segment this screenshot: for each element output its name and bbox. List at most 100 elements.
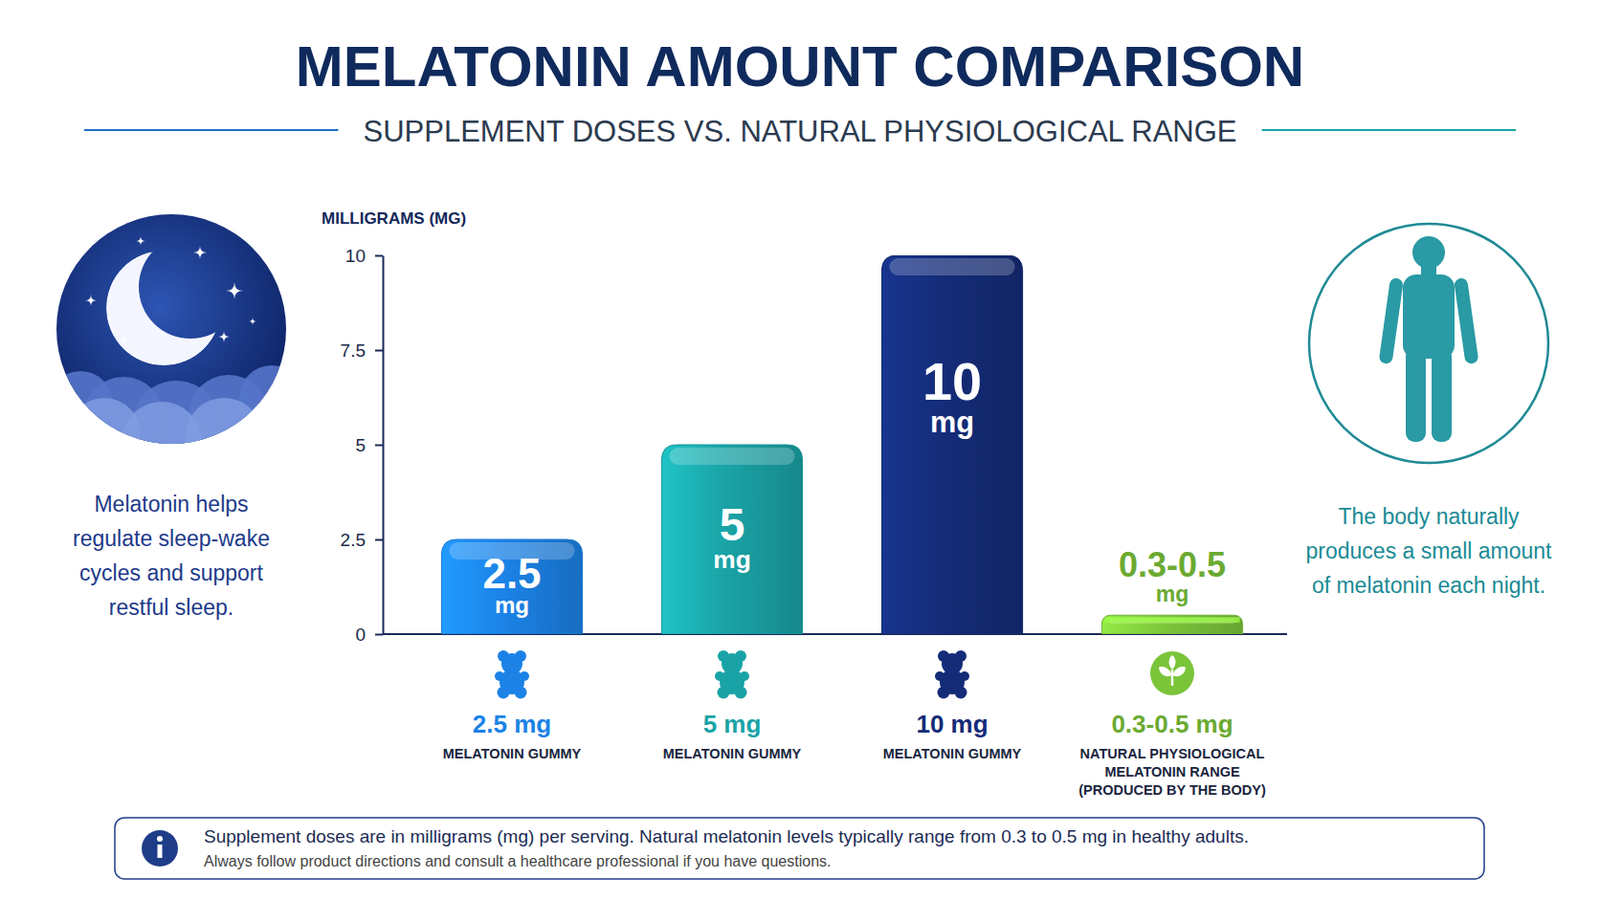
data-label-unit: mg (494, 592, 530, 619)
leaf-stem (1171, 669, 1175, 687)
annotation-left: Melatonin helps regulate sleep-wake cycles… (72, 491, 270, 621)
category-label: MELATONIN GUMMY (663, 746, 802, 762)
disclaimer: Always follow product directions and con… (203, 853, 831, 870)
category-amount: 0.3-0.5 mg (1111, 710, 1233, 739)
y-tick-mark (375, 255, 383, 258)
gummy-icon (494, 650, 530, 700)
y-tick: 10 (345, 245, 383, 267)
category-label: MELATONIN GUMMY (883, 746, 1023, 762)
text-line: Melatonin helps (93, 491, 248, 517)
bar-highlight (888, 258, 1015, 276)
body-arm (1453, 277, 1479, 365)
bar (881, 255, 1023, 635)
category-amount: 10 mg (915, 710, 988, 739)
body-leg (1405, 348, 1426, 443)
leaf (1172, 666, 1186, 677)
data-label: 2.5mg (482, 550, 541, 620)
crescent (106, 250, 222, 366)
bar-highlight (668, 447, 795, 466)
data-labels: 2.5mg5mg10mg0.3-0.5mg (482, 351, 1226, 619)
y-tick-mark (375, 634, 383, 637)
clouds (47, 365, 305, 483)
cloud (185, 398, 263, 475)
cloud (239, 365, 305, 431)
data-label-number: 2.5 (482, 550, 541, 598)
gummy-icon (934, 650, 970, 700)
gummy-part (939, 669, 965, 695)
subtitle-rule (84, 129, 338, 132)
body-leg (1431, 348, 1452, 443)
annotation-right: The body naturally produces a small amoun… (1306, 504, 1554, 599)
gummy-icon (714, 650, 750, 700)
y-tick-label: 10 (345, 245, 366, 267)
gummy-part (719, 669, 745, 695)
y-tick: 5 (355, 435, 383, 456)
star (225, 282, 244, 300)
star (248, 317, 257, 326)
category-amount: 5 mg (703, 710, 762, 739)
y-tick-label: 2.5 (340, 530, 366, 551)
axis-title: MILLIGRAMS (MG) (321, 209, 467, 228)
y-tick-label: 5 (355, 435, 366, 456)
text-line: cycles and support (79, 560, 264, 586)
body-head (1412, 236, 1445, 269)
bar (661, 444, 802, 635)
text-line: of melatonin each night. (1311, 573, 1546, 599)
info-icon (141, 830, 178, 867)
footer-box (114, 818, 1485, 880)
data-label-unit: mg (1155, 581, 1190, 607)
leaf-icon (1150, 651, 1195, 696)
y-tick-mark (375, 350, 383, 353)
leaf (1158, 666, 1173, 677)
note: Supplement doses are in milligrams (mg) … (203, 826, 1249, 847)
star (135, 236, 146, 246)
category-label: NATURAL PHYSIOLOGICAL MELATONIN RANGE (PRO… (1078, 746, 1267, 799)
subtitle: SUPPLEMENT DOSES VS. NATURAL PHYSIOLOGIC… (362, 114, 1237, 149)
body-arm (1378, 277, 1404, 365)
star (193, 245, 207, 260)
data-label-number: 0.3-0.5 (1118, 545, 1226, 585)
text-line: MELATONIN RANGE (1104, 764, 1241, 780)
data-label-unit: mg (712, 545, 752, 575)
text-line: MELATONIN GUMMY (663, 746, 802, 762)
data-label: 10mg (922, 351, 982, 440)
text-line: (PRODUCED BY THE BODY) (1078, 782, 1267, 799)
y-axis: 0 2.5 5 7.5 10 (340, 245, 384, 645)
y-tick: 0 (355, 624, 383, 645)
leaf-circle (1150, 651, 1195, 696)
chart-svg: MELATONIN AMOUNT COMPARISONSUPPLEMENT DO… (0, 0, 1600, 900)
plot-area (441, 255, 1243, 635)
text-line: MELATONIN GUMMY (443, 746, 582, 762)
info-icon-dot (156, 836, 163, 843)
data-label-number: 5 (719, 499, 746, 551)
y-tick: 2.5 (340, 530, 383, 551)
y-tick: 7.5 (340, 340, 383, 361)
footer-note: Supplement doses are in milligrams (mg) … (114, 818, 1485, 880)
text-line: restful sleep. (109, 595, 234, 621)
body-ring (1309, 223, 1549, 464)
data-label: 0.3-0.5mg (1118, 545, 1226, 607)
text-line: The body naturally (1337, 504, 1520, 530)
info-icon-bar (157, 844, 163, 859)
data-label-number: 10 (922, 351, 982, 412)
text-line: NATURAL PHYSIOLOGICAL (1080, 746, 1266, 762)
data-label: 5mg (712, 499, 752, 575)
category-amount: 2.5 mg (472, 710, 552, 739)
text-line: MELATONIN GUMMY (883, 746, 1023, 762)
star (118, 335, 129, 346)
text-line: produces a small amount (1306, 538, 1554, 564)
text-line: regulate sleep-wake (72, 526, 270, 552)
subtitle-rule (1262, 129, 1516, 132)
leaf (1169, 655, 1177, 670)
body-torso (1402, 274, 1455, 359)
body-icon (1309, 223, 1549, 464)
category-label: MELATONIN GUMMY (443, 746, 582, 762)
range-band (1104, 617, 1240, 623)
star (218, 331, 230, 343)
y-tick-mark (375, 444, 383, 447)
bar (441, 539, 582, 635)
chart-container: MELATONIN AMOUNT COMPARISONSUPPLEMENT DO… (0, 0, 1600, 900)
y-tick-label: 7.5 (340, 340, 366, 361)
data-label-unit: mg (930, 405, 975, 440)
background (0, 0, 1600, 900)
